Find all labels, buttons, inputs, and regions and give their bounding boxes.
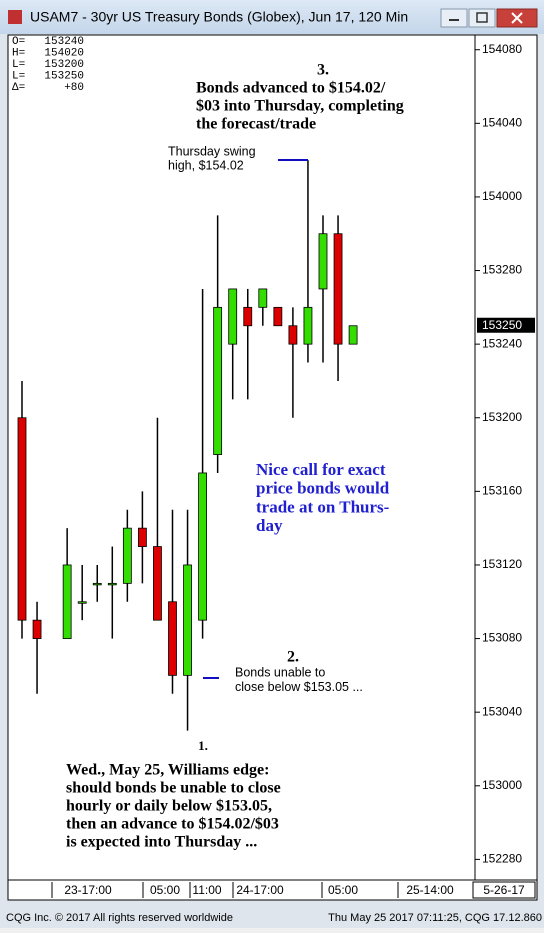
annotation: $03 into Thursday, completing — [196, 98, 404, 115]
annotation: Thursday swing — [168, 144, 256, 158]
annotation: is expected into Thursday ... — [66, 834, 257, 851]
annotation: trade at on Thurs- — [256, 497, 390, 516]
candle-body — [62, 564, 72, 639]
chart: O= 153240 H= 154020 L= 153200 L= 153250 Δ= +80 154… — [12, 36, 536, 899]
info-value: 153200 — [44, 59, 84, 71]
minimize-button[interactable] — [440, 8, 468, 28]
time-label: 23-17:00 — [64, 883, 112, 897]
y-tick-label: 154000 — [482, 189, 522, 203]
info-value: +80 — [64, 82, 84, 94]
y-tick-label: 153120 — [482, 557, 522, 571]
candle-body — [32, 619, 42, 639]
close-icon — [511, 12, 523, 24]
candle-body — [288, 325, 298, 345]
annotation: day — [256, 516, 283, 535]
annotation: Bonds unable to — [235, 665, 325, 679]
candle-body — [198, 472, 208, 621]
annotation: high, $154.02 — [168, 158, 244, 172]
candle-body — [92, 582, 102, 586]
time-axis — [7, 879, 538, 901]
info-label: L= — [12, 59, 25, 71]
annotation: 1. — [198, 738, 208, 753]
annotation: hourly or daily below $153.05, — [66, 798, 272, 815]
candle-body — [17, 417, 27, 621]
window-title: USAM7 - 30yr US Treasury Bonds (Globex),… — [30, 9, 408, 25]
annotation: price bonds would — [256, 479, 390, 498]
date-box — [472, 881, 536, 899]
footer-right: Thu May 25 2017 07:11:25, CQG 17.12.860 — [328, 912, 542, 924]
info-label: L= — [12, 70, 25, 82]
candle-body — [77, 601, 87, 604]
annotation: 3. — [317, 62, 329, 79]
candle-body — [183, 564, 192, 676]
candle-body — [153, 546, 162, 621]
info-value: 154020 — [44, 47, 84, 59]
y-tick-label: 153240 — [482, 336, 522, 350]
candle-body — [107, 582, 117, 586]
candle-body — [273, 306, 283, 327]
info-value: 153240 — [44, 36, 84, 48]
candle-body — [318, 233, 328, 290]
candle-body — [137, 527, 147, 547]
candle-body — [213, 306, 223, 455]
maximize-button[interactable] — [468, 8, 496, 28]
y-tick-label: 154080 — [482, 42, 522, 56]
y-tick-label: 154040 — [482, 115, 522, 129]
annotation: then an advance to $154.02/$03 — [66, 816, 279, 833]
info-label: O= — [12, 36, 25, 48]
y-tick-label: 153080 — [482, 631, 522, 645]
candle-body — [122, 527, 132, 584]
annotation: Wed., May 25, Williams edge: — [66, 762, 269, 779]
footer-left: CQG Inc. © 2017 All rights reserved worl… — [6, 912, 233, 924]
time-label: 05:00 — [328, 883, 358, 897]
y-tick-label: 153200 — [482, 410, 522, 424]
y-tick-label: 152280 — [482, 852, 522, 866]
info-label: H= — [12, 47, 25, 59]
annotation: Nice call for exact — [256, 460, 386, 479]
candle-body — [348, 325, 358, 345]
last-price-box — [477, 317, 535, 333]
time-label: 05:00 — [150, 883, 180, 897]
time-label: 11:00 — [192, 883, 221, 897]
annotation: close below $153.05 ... — [235, 680, 363, 694]
candle-body — [243, 306, 253, 327]
y-tick-label: 153040 — [482, 704, 522, 718]
info-value: 153250 — [44, 70, 84, 82]
info-label: Δ= — [12, 82, 25, 94]
candle-body — [168, 601, 177, 676]
date-label: 5-26-17 — [483, 883, 525, 897]
annotation: should bonds be unable to close — [66, 780, 281, 797]
annotation: Bonds advanced to $154.02/ — [196, 80, 386, 97]
app-icon — [8, 10, 22, 24]
candle-body — [333, 233, 343, 345]
maximize-icon — [476, 12, 488, 23]
candle-body — [228, 288, 238, 345]
time-label: 25-14:00 — [406, 883, 454, 897]
candle-body — [258, 288, 268, 308]
y-tick-label: 153000 — [482, 778, 522, 792]
annotation: the forecast/trade — [196, 116, 316, 133]
plot-area — [7, 34, 476, 881]
annotation: 2. — [287, 649, 299, 666]
y-tick-label: 153280 — [482, 263, 522, 277]
last-price-label: 153250 — [482, 318, 522, 332]
candle-body — [303, 306, 313, 345]
time-label: 24-17:00 — [236, 883, 284, 897]
price-axis — [474, 34, 538, 881]
y-tick-label: 153160 — [482, 484, 522, 498]
